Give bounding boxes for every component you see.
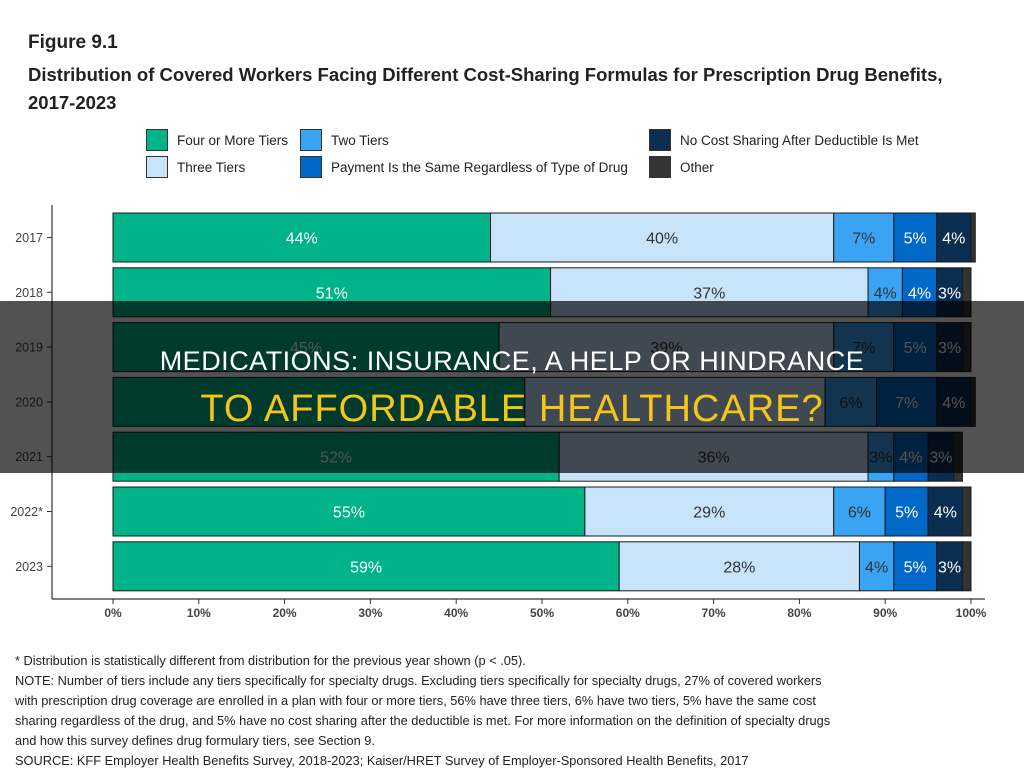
- legend-item-four-tiers: Four or More Tiers: [146, 128, 288, 152]
- chart-notes: * Distribution is statistically differen…: [15, 651, 1010, 771]
- note-line: with prescription drug coverage are enro…: [15, 693, 816, 708]
- legend-label: Two Tiers: [331, 132, 389, 148]
- legend-swatch: [649, 129, 671, 151]
- x-tick-label: 20%: [273, 606, 297, 620]
- legend-label: No Cost Sharing After Deductible Is Met: [680, 132, 919, 148]
- data-label: 55%: [333, 505, 365, 522]
- x-tick-label: 60%: [616, 606, 640, 620]
- figure-number: Figure 9.1: [28, 32, 118, 53]
- bar-segment: [893, 212, 938, 263]
- y-tick-label: 2018: [15, 286, 43, 300]
- banner-subheadline: TO AFFORDABLE HEALTHCARE?: [200, 388, 824, 430]
- bar-segment: [961, 541, 972, 592]
- data-label: 5%: [895, 505, 918, 522]
- x-tick-label: 90%: [873, 606, 897, 620]
- bar-segment: [112, 212, 492, 263]
- data-label: 44%: [286, 231, 318, 248]
- bar-segment: [961, 486, 972, 537]
- legend-item-other: Other: [649, 155, 714, 179]
- bar-segment: [490, 212, 835, 263]
- bar-segment: [970, 212, 976, 263]
- y-tick-label: 2023: [15, 560, 43, 574]
- bar-segment: [833, 212, 895, 263]
- bar-segment: [936, 541, 963, 592]
- data-label: 3%: [938, 559, 961, 576]
- data-label: 6%: [848, 505, 871, 522]
- bar-segment: [112, 486, 586, 537]
- bar-segment: [858, 541, 895, 592]
- x-tick-label: 10%: [187, 606, 211, 620]
- x-tick-label: 100%: [956, 606, 987, 620]
- data-label: 59%: [350, 559, 382, 576]
- note-line: * Distribution is statistically differen…: [15, 653, 526, 668]
- overlay-banner: [0, 301, 1024, 473]
- x-tick-label: 40%: [444, 606, 468, 620]
- data-label: 28%: [723, 559, 755, 576]
- legend-swatch: [300, 129, 322, 151]
- note-line: sharing regardless of the drug, and 5% h…: [15, 713, 831, 728]
- banner-headline: MEDICATIONS: INSURANCE, A HELP OR HINDRA…: [159, 346, 865, 376]
- legend-swatch: [146, 156, 168, 178]
- bar-segment: [893, 541, 938, 592]
- data-label: 4%: [874, 285, 897, 302]
- x-tick-label: 80%: [787, 606, 811, 620]
- data-label: 37%: [693, 285, 725, 302]
- bar-segment: [833, 486, 886, 537]
- legend-swatch: [649, 156, 671, 178]
- legend-swatch: [300, 156, 322, 178]
- data-label: 4%: [865, 559, 888, 576]
- data-label: 4%: [908, 285, 931, 302]
- legend-label: Three Tiers: [177, 159, 246, 175]
- data-label: 51%: [316, 285, 348, 302]
- bar-segment: [112, 541, 620, 592]
- x-tick-label: 50%: [530, 606, 554, 620]
- source-line: SOURCE: KFF Employer Health Benefits Sur…: [15, 753, 749, 768]
- chart-title: Distribution of Covered Workers Facing D…: [28, 64, 943, 113]
- legend-label: Other: [680, 159, 714, 175]
- y-tick-label: 2022*: [10, 505, 43, 519]
- note-line: NOTE: Number of tiers include any tiers …: [15, 673, 822, 688]
- data-label: 29%: [693, 505, 725, 522]
- legend-item-three-tiers: Three Tiers: [146, 155, 245, 179]
- legend-swatch: [146, 129, 168, 151]
- legend-item-same-payment: Payment Is the Same Regardless of Type o…: [300, 155, 628, 179]
- x-tick-label: 30%: [358, 606, 382, 620]
- legend-item-no-cost-sharing: No Cost Sharing After Deductible Is Met: [649, 128, 919, 152]
- data-label: 7%: [852, 231, 875, 248]
- data-label: 5%: [904, 231, 927, 248]
- bar-segment: [884, 486, 929, 537]
- data-label: 40%: [646, 231, 678, 248]
- y-tick-label: 2017: [15, 231, 43, 245]
- data-label: 5%: [904, 559, 927, 576]
- data-label: 4%: [934, 505, 957, 522]
- data-label: 4%: [942, 231, 965, 248]
- legend-item-two-tiers: Two Tiers: [300, 128, 389, 152]
- legend-label: Payment Is the Same Regardless of Type o…: [331, 159, 628, 175]
- note-line: and how this survey defines drug formula…: [15, 733, 375, 748]
- legend-label: Four or More Tiers: [177, 132, 289, 148]
- x-tick-label: 70%: [702, 606, 726, 620]
- data-label: 3%: [938, 285, 961, 302]
- bar-segment: [927, 486, 963, 537]
- bar-segment: [936, 212, 972, 263]
- x-tick-label: 0%: [104, 606, 122, 620]
- bar-segment: [584, 486, 835, 537]
